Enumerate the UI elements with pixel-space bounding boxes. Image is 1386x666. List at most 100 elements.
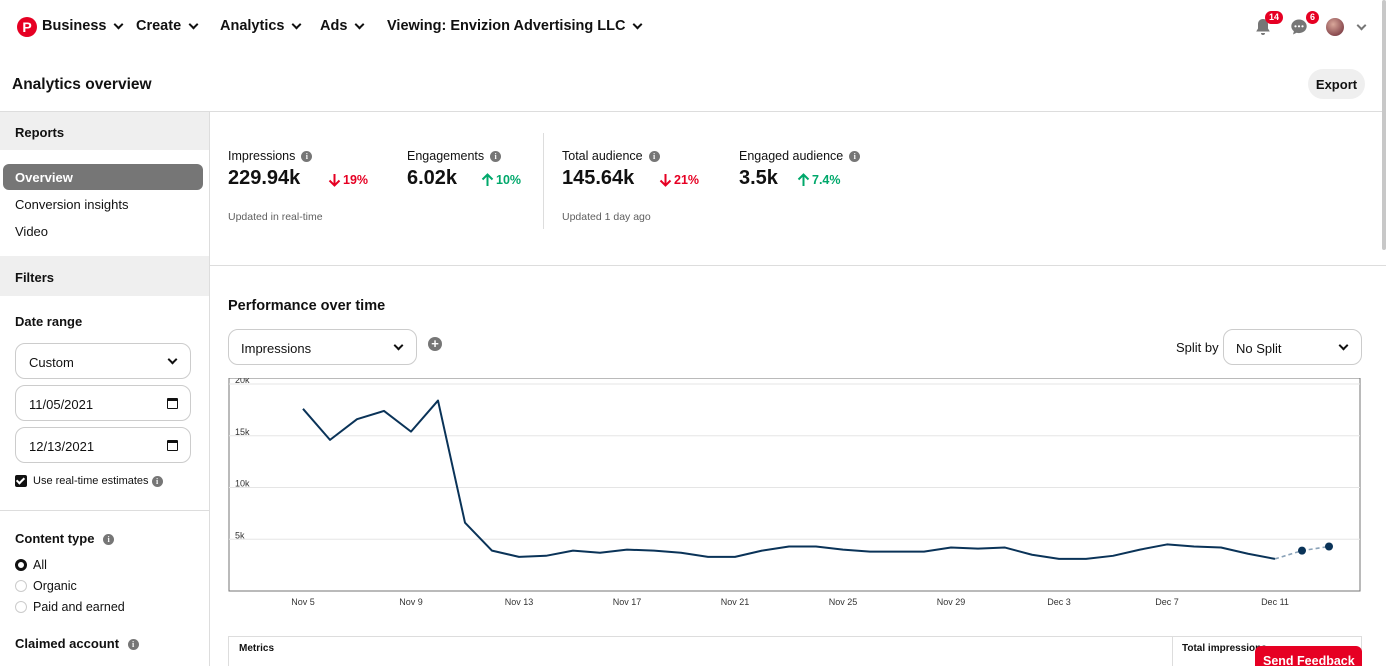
pinterest-logo-icon[interactable]: P <box>17 17 37 37</box>
table-col-total-impressions: Total impressions <box>1182 643 1267 654</box>
nav-create-menu[interactable]: Create <box>136 18 199 34</box>
messages-badge: 6 <box>1305 11 1319 24</box>
realtime-estimates-row: Use real-time estimates i <box>33 475 163 487</box>
table-col-divider <box>1172 637 1173 666</box>
chevron-down-icon[interactable] <box>1356 20 1367 31</box>
avatar[interactable] <box>1326 18 1344 36</box>
x-tick-label: Nov 25 <box>829 597 858 607</box>
header-divider <box>0 111 1386 112</box>
content-type-label: Content type <box>15 531 95 546</box>
nav-create-label: Create <box>136 18 182 34</box>
export-button[interactable]: Export <box>1308 69 1365 99</box>
metric-total-audience: Total audience i 145.64k 21% <box>562 149 699 189</box>
info-icon[interactable]: i <box>103 534 115 546</box>
metric-engaged-audience: Engaged audience i 3.5k 7.4% <box>739 149 861 189</box>
chevron-down-icon <box>633 19 643 29</box>
metric-value: 229.94k <box>228 167 301 189</box>
page-title: Analytics overview <box>12 76 152 93</box>
sidebar-item-video[interactable]: Video <box>15 224 49 239</box>
nav-ads-menu[interactable]: Ads <box>320 18 365 34</box>
end-date-value: 12/13/2021 <box>29 439 95 454</box>
x-tick-label: Nov 13 <box>505 597 534 607</box>
date-range-label: Date range <box>15 314 83 329</box>
end-date-field[interactable]: 12/13/2021 <box>15 427 191 463</box>
daily-note: Updated 1 day ago <box>562 211 651 223</box>
split-by-select[interactable]: No Split <box>1223 329 1362 365</box>
claimed-account-row: Claimed account i <box>15 636 139 651</box>
calendar-icon[interactable] <box>167 440 178 451</box>
section-divider <box>210 265 1386 266</box>
data-point <box>1298 546 1306 555</box>
page-scrollbar[interactable] <box>1382 0 1386 250</box>
start-date-field[interactable]: 11/05/2021 <box>15 385 191 421</box>
info-icon[interactable]: i <box>301 150 313 162</box>
x-tick-label: Nov 9 <box>399 597 423 607</box>
sidebar: Reports Overview Conversion insights Vid… <box>0 112 210 666</box>
sidebar-item-overview[interactable]: Overview <box>3 164 203 190</box>
x-tick-label: Dec 3 <box>1047 597 1071 607</box>
claimed-account-label: Claimed account <box>15 636 120 651</box>
date-range-select[interactable]: Custom <box>15 343 191 379</box>
content-type-row: Content type i <box>15 531 115 546</box>
metric-value: 6.02k <box>407 167 458 189</box>
x-tick-label: Dec 7 <box>1155 597 1179 607</box>
metric-change: 10% <box>481 173 521 187</box>
arrow-down-icon <box>659 174 672 187</box>
nav-business-menu[interactable]: Business <box>42 18 124 34</box>
metrics-divider <box>543 133 544 229</box>
send-feedback-button[interactable]: Send Feedback <box>1255 646 1362 666</box>
sidebar-item-conversion-insights[interactable]: Conversion insights <box>15 197 129 212</box>
content-type-organic-label: Organic <box>33 579 77 593</box>
metric-change: 19% <box>328 173 368 187</box>
split-by-label: Split by <box>1176 340 1219 355</box>
content-type-all-radio[interactable] <box>15 559 27 571</box>
x-tick-label: Dec 11 <box>1261 597 1289 607</box>
chevron-down-icon <box>114 19 124 29</box>
x-tick-label: Nov 5 <box>291 597 315 607</box>
series-line <box>302 399 1276 560</box>
metric-select[interactable]: Impressions <box>228 329 417 365</box>
y-tick-label: 20k <box>235 378 250 385</box>
content-type-all-label: All <box>33 558 47 572</box>
content-type-organic-radio[interactable] <box>15 580 27 592</box>
nav-viewing-label: Viewing: Envizion Advertising LLC <box>387 18 626 34</box>
metric-label: Engaged audience <box>739 149 844 163</box>
info-icon[interactable]: i <box>127 639 139 651</box>
add-metric-icon[interactable]: + <box>428 337 442 351</box>
chevron-down-icon <box>188 19 199 29</box>
info-icon[interactable]: i <box>849 150 861 162</box>
metric-change-value: 21% <box>674 173 700 187</box>
reports-heading: Reports <box>0 112 209 150</box>
realtime-estimates-checkbox[interactable] <box>15 475 27 487</box>
sidebar-divider <box>0 510 209 511</box>
chevron-down-icon <box>354 19 365 29</box>
metric-value: 3.5k <box>739 167 778 189</box>
content-type-paid-radio[interactable] <box>15 601 27 613</box>
chevron-down-icon <box>1338 340 1349 351</box>
metric-change-value: 7.4% <box>812 173 841 187</box>
metric-impressions: Impressions i 229.94k 19% <box>228 149 368 189</box>
chevron-down-icon <box>292 19 302 29</box>
metric-label: Total audience <box>562 149 643 163</box>
calendar-icon[interactable] <box>167 398 178 409</box>
notifications-button[interactable]: 14 <box>1253 11 1283 39</box>
bell-icon <box>1256 19 1270 35</box>
metric-label: Engagements <box>407 149 485 163</box>
info-icon[interactable]: i <box>648 150 660 162</box>
nav-analytics-menu[interactable]: Analytics <box>220 18 302 34</box>
arrow-down-icon <box>328 174 341 187</box>
filters-heading: Filters <box>0 256 209 296</box>
metrics-table-header: Metrics Total impressions <box>228 636 1362 666</box>
metric-change: 21% <box>659 173 699 187</box>
nav-viewing-account-menu[interactable]: Viewing: Envizion Advertising LLC <box>387 18 643 34</box>
data-point <box>1325 542 1333 551</box>
split-by-value: No Split <box>1236 341 1282 356</box>
arrow-up-icon <box>797 173 810 186</box>
messages-button[interactable]: 6 <box>1289 11 1319 39</box>
x-tick-label: Nov 21 <box>721 597 750 607</box>
chat-bubble-icon <box>1291 19 1307 35</box>
notifications-badge: 14 <box>1264 11 1283 24</box>
info-icon[interactable]: i <box>490 150 502 162</box>
performance-title: Performance over time <box>228 298 386 314</box>
info-icon[interactable]: i <box>151 475 163 487</box>
